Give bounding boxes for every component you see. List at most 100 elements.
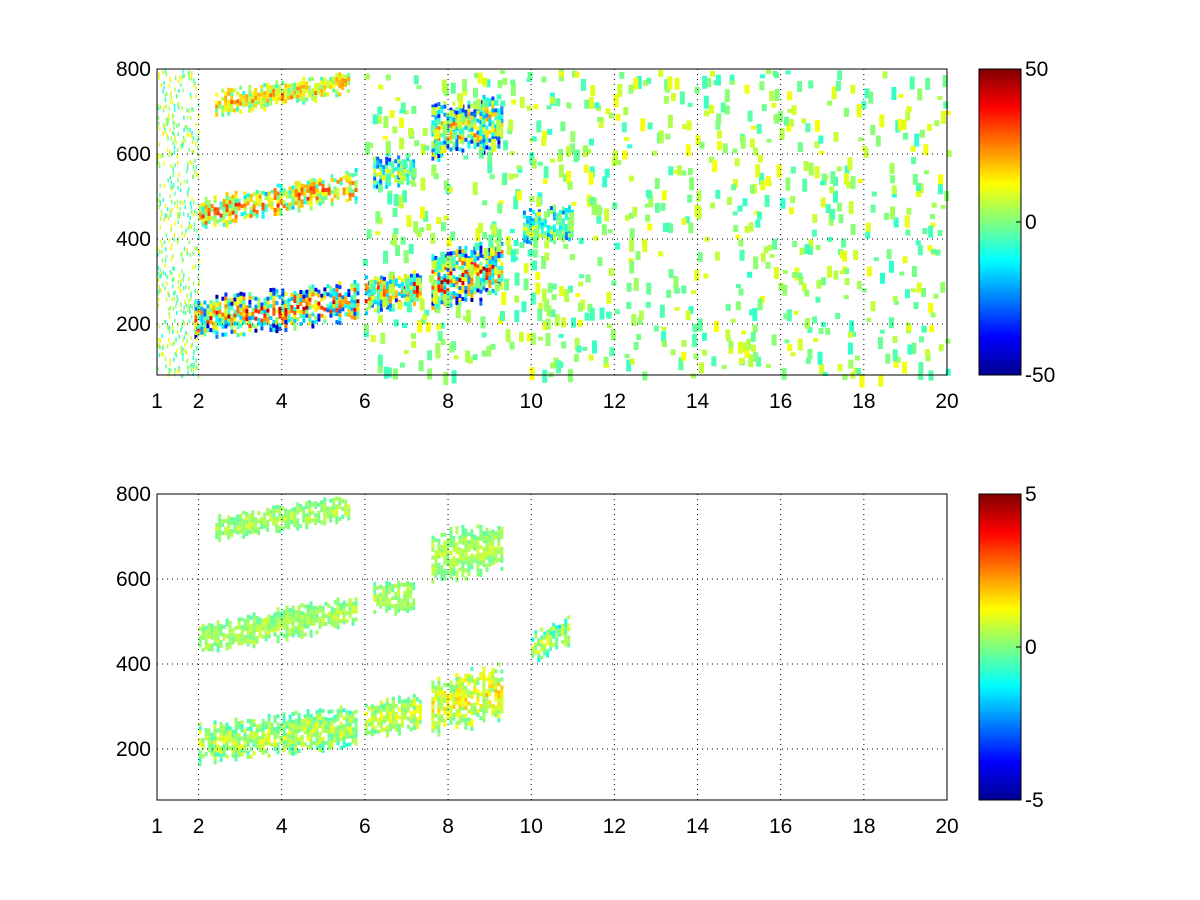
heatmap-cell [379,283,383,288]
heatmap-cell [339,611,343,615]
heatmap-cell [664,95,669,104]
heatmap-cell [567,627,571,632]
heatmap-cell [218,513,222,518]
heatmap-cell [929,325,935,333]
heatmap-cell [373,184,377,189]
heatmap-cell [488,704,492,709]
heatmap-cell [272,509,276,514]
heatmap-cell [458,708,462,713]
heatmap-cell [540,230,544,235]
heatmap-cell [470,127,474,132]
heatmap-cell [270,627,274,632]
heatmap-cell [272,311,276,316]
heatmap-cell [254,96,258,100]
heatmap-cell [394,179,398,184]
heatmap-cell [435,140,441,154]
heatmap-cell [464,113,468,118]
heatmap-cell [341,82,345,87]
x-tick-label: 4 [276,815,288,838]
heatmap-cell [412,282,416,286]
heatmap-cell [348,606,352,611]
heatmap-cell [467,689,471,694]
heatmap-cell [306,737,310,741]
heatmap-cell [494,713,498,718]
heatmap-cell [412,726,416,730]
heatmap-cell [260,88,264,93]
heatmap-cell [222,736,226,741]
heatmap-cell [195,358,197,363]
heatmap-cell [558,628,562,633]
heatmap-cell [171,329,174,334]
heatmap-cell [564,638,568,643]
heatmap-cell [399,362,405,368]
heatmap-cell [291,197,295,202]
heatmap-cell [194,289,197,294]
heatmap-cell [178,172,180,177]
heatmap-cell [437,542,441,547]
heatmap-cell [699,362,705,374]
heatmap-cell [179,200,182,205]
heatmap-cell [437,732,441,737]
heatmap-cell [296,506,300,511]
heatmap-cell [347,504,351,509]
heatmap-cell [449,127,453,132]
heatmap-cell [464,713,468,718]
heatmap-cell [500,705,504,710]
heatmap-cell [488,102,492,107]
heatmap-cell [293,94,297,99]
heatmap-cell [324,192,328,196]
heatmap-cell [473,113,477,118]
heatmap-cell [203,324,207,329]
heatmap-cell [496,94,502,100]
heatmap-cell [345,714,349,719]
heatmap-cell [318,708,322,713]
heatmap-cell [846,181,852,189]
heatmap-cell [491,703,495,708]
heatmap-cell [291,739,295,744]
heatmap-cell [440,276,444,281]
heatmap-cell [635,251,641,261]
heatmap-cell [239,323,243,328]
heatmap-cell [364,703,368,708]
heatmap-cell [158,198,161,203]
heatmap-cell [341,514,345,519]
heatmap-cell [167,291,169,296]
heatmap-cell [820,322,826,327]
heatmap-cell [473,546,477,551]
heatmap-cell [583,164,589,173]
heatmap-cell [538,302,544,310]
heatmap-cell [449,692,453,697]
heatmap-cell [176,240,179,245]
heatmap-cell [532,260,538,271]
heatmap-cell [356,307,360,312]
heatmap-cell [288,202,292,207]
heatmap-cell [282,609,286,614]
heatmap-cell [385,156,389,161]
heatmap-cell [482,126,486,131]
heatmap-cell [263,309,267,314]
heatmap-cell [529,196,535,203]
heatmap-cell [288,714,292,719]
heatmap-cell [351,739,355,744]
heatmap-cell [233,521,237,526]
heatmap-cell [351,173,355,178]
heatmap-cell [772,70,778,76]
heatmap-cell [388,719,392,724]
heatmap-cell [488,538,492,543]
heatmap-cell [236,530,240,535]
heatmap-cell [443,100,447,105]
heatmap-cell [172,254,174,259]
heatmap-cell [279,200,283,204]
heatmap-cell [278,294,282,299]
heatmap-cell [467,556,471,561]
heatmap-cell [351,617,355,622]
heatmap-cell [729,74,735,85]
bottom-colorbar-gradient [978,493,1022,801]
heatmap-cell [228,216,232,221]
heatmap-cell [267,753,271,758]
heatmap-cell [308,305,312,310]
heatmap-cell [403,595,407,599]
heatmap-cell [174,87,176,92]
heatmap-cell [201,647,205,652]
heatmap-cell [537,638,541,643]
